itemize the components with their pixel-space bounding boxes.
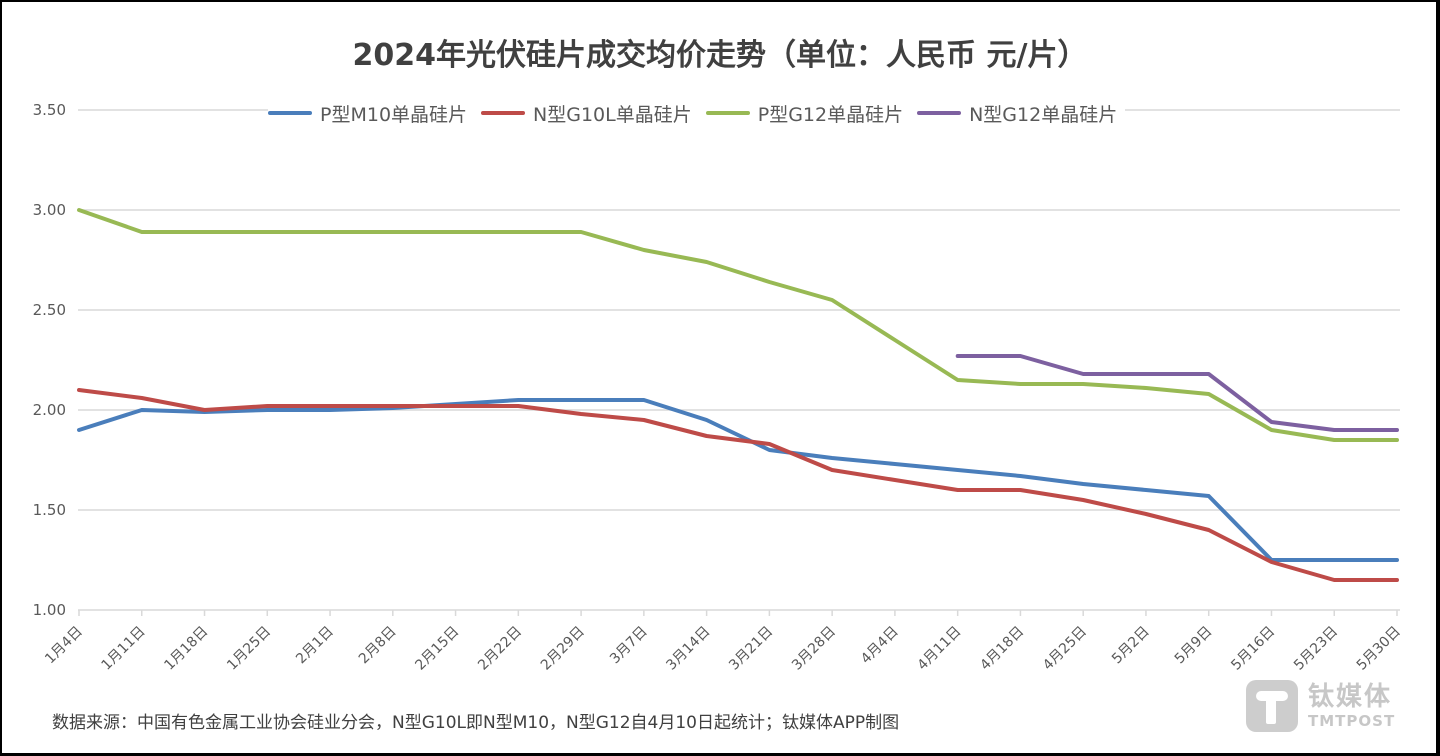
watermark-cn: 钛媒体 (1308, 681, 1393, 712)
legend-swatch-n-g12 (917, 111, 962, 115)
x-tick-label: 2月8日 (356, 624, 400, 668)
y-tick-label: 3.50 (33, 101, 66, 119)
series-lines (77, 208, 1399, 582)
x-tick-label: 2月29日 (538, 624, 588, 674)
x-tick-label: 2月15日 (412, 624, 462, 674)
x-tick-label: 3月7日 (607, 624, 651, 668)
legend: P型M10单晶硅片 N型G10L单晶硅片 P型G12单晶硅片 N型G12单晶硅片 (268, 99, 1126, 127)
x-axis: 1月4日 1月11日 1月18日 1月25日 2月1日 2月8日 2月15日 2月22日 2月2… (42, 610, 1404, 674)
x-tick-label: 3月14日 (663, 624, 713, 674)
y-axis-ticks: 1.00 1.50 2.00 2.50 3.00 3.50 (33, 101, 66, 619)
x-tick-label: 1月18日 (161, 624, 211, 674)
chart-title: 2024年光伏硅片成交均价走势（单位：人民币 元/片） (352, 38, 1088, 73)
gridlines (78, 109, 1400, 611)
x-tick-label: 3月28日 (789, 624, 839, 674)
x-tick-label: 4月18日 (977, 624, 1027, 674)
series-line (77, 208, 1399, 442)
x-tick-label: 3月21日 (726, 624, 776, 674)
x-tick-label: 5月2日 (1109, 624, 1153, 668)
series-line (955, 354, 1399, 432)
legend-label: N型G10L单晶硅片 (533, 103, 692, 126)
x-tick-label: 5月9日 (1172, 624, 1216, 668)
x-tick-label: 1月11日 (99, 624, 149, 674)
y-tick-label: 2.00 (33, 401, 66, 419)
y-tick-label: 3.00 (33, 201, 66, 219)
legend-swatch-p-m10 (268, 111, 312, 115)
legend-item: N型G10L单晶硅片 (481, 100, 692, 127)
y-tick-label: 1.00 (33, 601, 66, 619)
legend-label: N型G12单晶硅片 (969, 103, 1118, 126)
data-source-note: 数据来源：中国有色金属工业协会硅业分会，N型G10L即N型M10，N型G12自4… (52, 713, 900, 733)
legend-label: P型M10单晶硅片 (320, 103, 468, 126)
x-tick-label: 5月23日 (1291, 624, 1341, 674)
watermark-en: TMTPOST (1308, 711, 1396, 730)
legend-swatch-n-g10l (481, 111, 526, 115)
legend-item: N型G12单晶硅片 (917, 100, 1117, 127)
x-tick-label: 1月25日 (224, 624, 274, 674)
x-tick-label: 2月1日 (293, 624, 337, 668)
x-tick-label: 4月4日 (858, 624, 902, 668)
series-line (77, 388, 1399, 582)
y-tick-label: 2.50 (33, 301, 66, 319)
x-tick-label: 4月11日 (914, 624, 964, 674)
tmtpost-watermark: 钛媒体 TMTPOST (1246, 676, 1396, 736)
x-tick-label: 5月30日 (1354, 624, 1404, 674)
x-tick-label: 4月25日 (1040, 624, 1090, 674)
x-tick-label: 1月4日 (42, 624, 86, 668)
legend-swatch-p-g12 (705, 111, 750, 115)
legend-item: P型G12单晶硅片 (705, 100, 904, 127)
legend-item: P型M10单晶硅片 (268, 100, 467, 127)
x-tick-label: 5月16日 (1228, 624, 1278, 674)
y-tick-label: 1.50 (33, 501, 66, 519)
legend-label: P型G12单晶硅片 (757, 103, 904, 126)
x-tick-label: 2月22日 (475, 624, 525, 674)
series-line (77, 398, 1399, 562)
tmtpost-logo-icon (1246, 680, 1298, 732)
